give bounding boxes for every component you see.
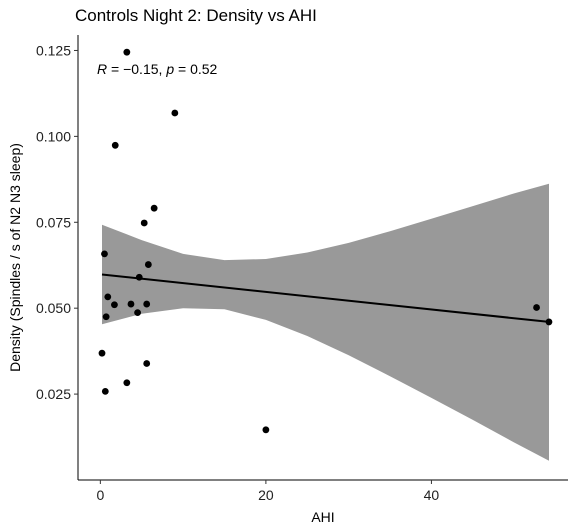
data-point [134, 309, 141, 317]
r-value: −0.15 [123, 61, 159, 77]
p-value: 0.52 [190, 61, 217, 77]
data-point [150, 204, 158, 212]
data-point [143, 360, 151, 367]
data-point [111, 141, 119, 149]
data-point [135, 273, 143, 281]
confidence-band-layer [102, 183, 549, 461]
data-point [144, 261, 152, 268]
y-tick-label: 0.075 [36, 214, 71, 230]
data-point [123, 379, 131, 387]
y-tick-label: 0.050 [36, 300, 71, 316]
p-label: p [165, 61, 174, 77]
data-point [104, 293, 112, 301]
y-tick-label: 0.025 [36, 386, 71, 402]
data-point [171, 109, 179, 117]
data-point [98, 349, 106, 357]
y-tick-label: 0.125 [36, 42, 71, 58]
x-tick-label: 40 [424, 487, 440, 503]
data-point [111, 301, 118, 309]
data-point [101, 250, 108, 258]
y-axis-title: Density (Spindles / s of N2 N3 sleep) [7, 143, 23, 372]
data-point [533, 304, 540, 311]
data-point [123, 48, 131, 56]
r-label: R [97, 61, 107, 77]
data-point [262, 426, 270, 434]
r-equals: = [107, 61, 123, 77]
axes-layer: 0.025 0.050 0.075 0.100 0.125 0 20 40 [36, 35, 568, 503]
chart-title: Controls Night 2: Density vs AHI [75, 6, 317, 25]
y-tick-label: 0.100 [36, 128, 71, 144]
p-equals: = [174, 61, 190, 77]
data-point [143, 300, 151, 308]
annotation-separator: , [159, 61, 167, 77]
data-points-layer [98, 48, 553, 434]
data-point [545, 318, 553, 326]
data-point [101, 387, 109, 395]
regression-line [101, 273, 550, 323]
x-tick-label: 20 [258, 487, 274, 503]
correlation-annotation: R = −0.15, p = 0.52 [97, 61, 218, 77]
data-point [140, 219, 148, 227]
data-point [102, 313, 110, 321]
x-axis-title: AHI [311, 509, 334, 525]
fit-line-layer [101, 273, 550, 323]
confidence-band [102, 183, 549, 461]
data-point [127, 300, 135, 308]
x-tick-label: 0 [96, 487, 104, 503]
